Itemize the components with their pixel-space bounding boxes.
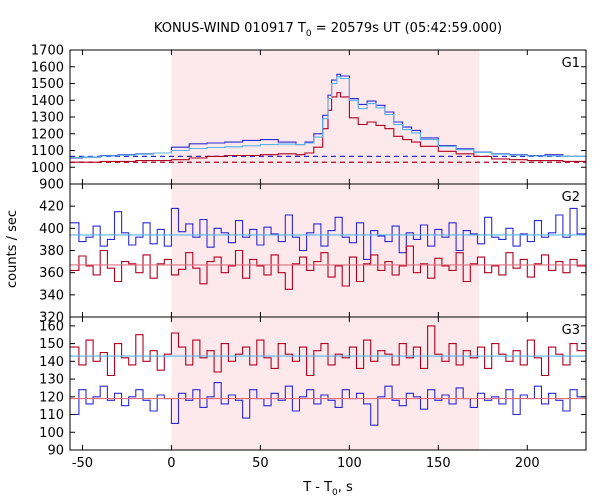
y-tick-label: 160 bbox=[39, 319, 64, 334]
panel-label: G2 bbox=[562, 190, 580, 205]
y-tick-label: 1500 bbox=[31, 77, 64, 92]
y-tick-label: 150 bbox=[39, 337, 64, 352]
y-tick-label: 100 bbox=[39, 426, 64, 441]
y-tick-label: 340 bbox=[39, 288, 64, 303]
y-tick-label: 900 bbox=[39, 178, 64, 193]
plot-area: 90010001100120013001400150016001700G1320… bbox=[31, 44, 587, 471]
y-tick-label: 1600 bbox=[31, 60, 64, 75]
series-red-step bbox=[70, 325, 587, 377]
y-tick-label: 120 bbox=[39, 390, 64, 405]
panel-frame bbox=[69, 316, 587, 451]
y-tick-label: 1100 bbox=[31, 144, 64, 159]
y-axis-label: counts / sec bbox=[5, 210, 20, 288]
x-tick-label: 50 bbox=[252, 456, 269, 471]
x-tick-label: 100 bbox=[337, 456, 362, 471]
series-red-step bbox=[70, 92, 586, 163]
y-tick-label: 140 bbox=[39, 355, 64, 370]
shaded-interval bbox=[171, 317, 480, 450]
shaded-interval bbox=[171, 50, 480, 184]
series-cyan-step bbox=[70, 76, 587, 159]
y-tick-label: 1700 bbox=[31, 44, 64, 59]
panel-g3: 90 100 110 120 130 140 150 160 -50 0 50 100 150 200 G3 bbox=[39, 316, 587, 471]
x-tick-label: 0 bbox=[167, 456, 175, 471]
y-tick-label: 1000 bbox=[31, 161, 64, 176]
series-blue-step bbox=[70, 382, 587, 426]
y-tick-label: 1400 bbox=[31, 94, 64, 109]
x-axis-label: T - T0, s bbox=[302, 480, 353, 498]
series-red-step bbox=[70, 245, 587, 290]
series-blue-step bbox=[70, 207, 587, 260]
y-tick-label: 110 bbox=[39, 408, 64, 423]
y-tick-label: 1300 bbox=[31, 111, 64, 126]
y-tick-label: 360 bbox=[39, 266, 64, 281]
y-tick-label: 420 bbox=[39, 200, 64, 215]
panel-label: G3 bbox=[562, 323, 580, 338]
panel-g2: 320 340 360 380 400 420 G2 bbox=[39, 183, 587, 326]
x-tick-label: -50 bbox=[72, 456, 93, 471]
y-tick-label: 320 bbox=[39, 311, 64, 326]
chart-title: KONUS-WIND 010917 T0 = 20579s UT (05:42:… bbox=[154, 21, 502, 39]
y-tick-label: 1200 bbox=[31, 127, 64, 142]
y-tick-label: 90 bbox=[47, 444, 64, 459]
shaded-interval bbox=[171, 184, 480, 317]
panel-label: G1 bbox=[562, 56, 580, 71]
y-tick-label: 130 bbox=[39, 373, 64, 388]
y-tick-label: 380 bbox=[39, 244, 64, 259]
y-tick-label: 400 bbox=[39, 222, 64, 237]
x-tick-label: 150 bbox=[426, 456, 451, 471]
x-tick-label: 200 bbox=[515, 456, 540, 471]
